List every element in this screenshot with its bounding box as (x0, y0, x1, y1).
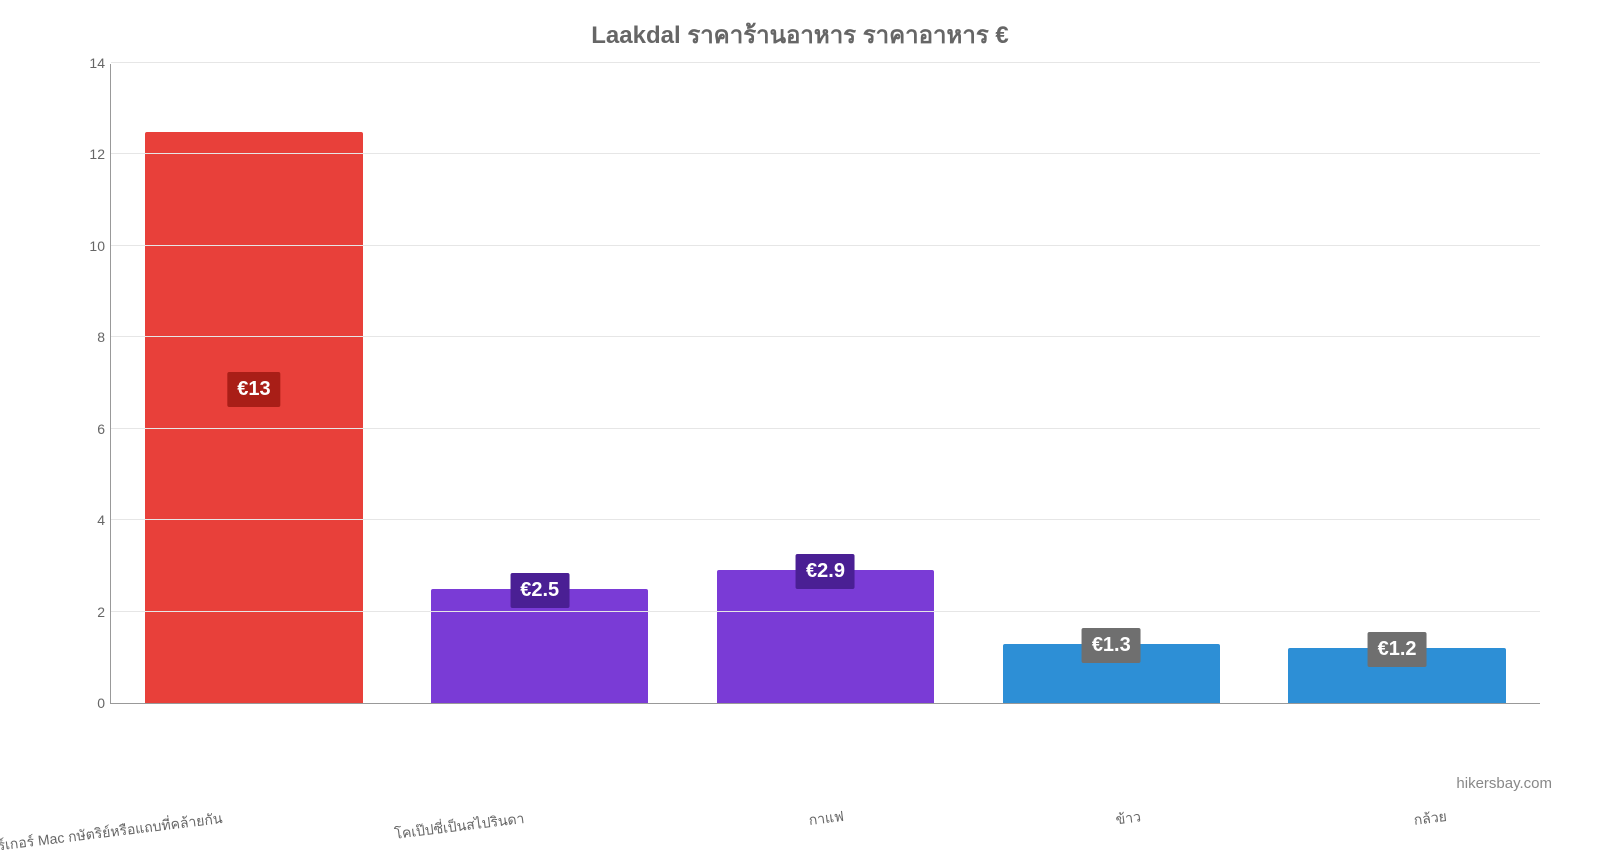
attribution-text: hikersbay.com (1456, 775, 1552, 792)
x-axis-label: กล้วย (1413, 806, 1449, 832)
bar: €1.2 (1288, 648, 1505, 703)
bar-slot: €2.5 (397, 64, 683, 703)
x-axis-label: ข้าว (1114, 806, 1142, 831)
y-tick-label: 4 (71, 512, 105, 528)
grid-line (111, 245, 1540, 246)
bar-value-label: €1.3 (1082, 628, 1141, 663)
bar-value-label: €2.5 (510, 573, 569, 608)
y-tick-label: 0 (71, 695, 105, 711)
grid-line (111, 611, 1540, 612)
plot-area: €13€2.5€2.9€1.3€1.2 02468101214 (110, 64, 1540, 704)
grid-line (111, 336, 1540, 337)
grid-line (111, 153, 1540, 154)
bar-slot: €2.9 (683, 64, 969, 703)
y-tick-label: 14 (71, 55, 105, 71)
bar-value-label: €13 (227, 372, 280, 407)
y-tick-label: 6 (71, 421, 105, 437)
bar-slot: €1.2 (1254, 64, 1540, 703)
price-bar-chart: Laakdal ราคาร้านอาหาร ราคาอาหาร € €13 €2.… (0, 0, 1600, 800)
bar: €2.9 (717, 570, 934, 703)
y-tick-label: 12 (71, 146, 105, 162)
chart-title: Laakdal ราคาร้านอาหาร ราคาอาหาร € (40, 15, 1560, 54)
bar: €13 (145, 132, 362, 703)
grid-line (111, 519, 1540, 520)
grid-line (111, 62, 1540, 63)
y-tick-label: 8 (71, 329, 105, 345)
y-tick-label: 2 (71, 604, 105, 620)
bar: €1.3 (1003, 644, 1220, 703)
x-axis-label: กาแฟ (807, 806, 845, 832)
x-axis-label: เบอร์เกอร์ Mac กษัตริย์หรือแถบที่คล้ายกั… (0, 808, 224, 860)
bar-slot: €13 (111, 64, 397, 703)
bar-value-label: €1.2 (1368, 632, 1427, 667)
grid-line (111, 428, 1540, 429)
bar-value-label: €2.9 (796, 554, 855, 589)
x-axis-label: โคเป๊ปซี่เป็นสไปรินดา (393, 808, 525, 846)
bar: €2.5 (431, 589, 648, 703)
bars-container: €13 €2.5 €2.9 €1.3 €1.2 (111, 64, 1540, 703)
y-tick-label: 10 (71, 238, 105, 254)
bar-slot: €1.3 (968, 64, 1254, 703)
